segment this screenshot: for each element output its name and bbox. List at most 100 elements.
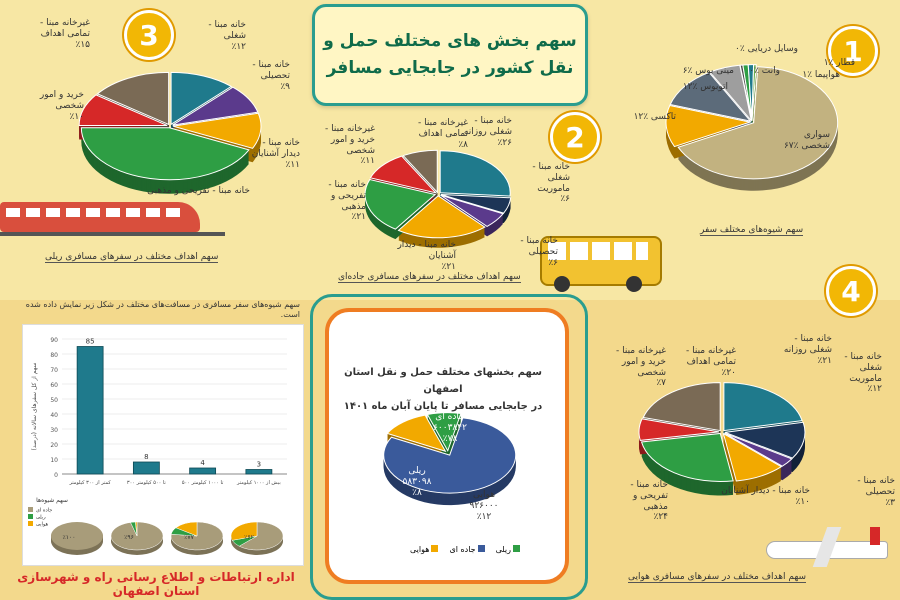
pie-label: خانه مبنا - تفریحی و مذهبی ٪۲۴ [630,480,668,523]
chart-4-caption: سهم اهداف مختلف در سفرهای مسافری هوایی [628,572,807,583]
chart-1-caption: سهم شیوه‌های مختلف سفر [700,225,804,236]
x-tick-label: ۵۰۰ تا ۱۰۰۰ کیلومتر [182,480,224,486]
pie-label: خانه مبنا - شغلی روزانه ٪۲۶ [463,116,512,148]
center-chart-title: سهم بخشهای مختلف حمل و نقل استان اصفهان … [343,367,543,412]
pie-slice [669,71,752,122]
pie-slice [642,382,721,432]
pie-label: خانه مبنا - شغلی ٪۱۲ [208,20,246,52]
pie-label: خرید و امور شخصی ٪۱۰ [39,90,84,122]
small-pie-label: ٪۱۰۰ [63,534,76,541]
y-tick-label: 90 [50,337,58,344]
pie-slice [96,71,170,126]
pie-label: خانه مبنا - دیدار آشنایان ٪۲۱ [397,240,456,272]
pie-slice [751,64,757,121]
small-pies-legend-title: سهم شیوه‌ها [36,497,68,504]
pie-label: قطار ٪۱ [823,58,855,68]
small-pie-label: ٪۷۷ [184,534,194,541]
pie-label: خانه مبنا - شغلی ماموریت ٪۶ [532,162,570,205]
small-pies-legend-item: جاده ای [36,508,52,514]
pie-label: غیرخانه مبنا - تمامی اهداف ٪۱۵ [40,18,90,50]
bar-value-label: 3 [257,461,261,469]
train-illustration [0,198,225,240]
pie-label: غیرخانه مبنا - خرید و امور شخصی ٪۷ [616,346,666,389]
section-number-2: 2 [550,112,600,162]
y-tick-label: 50 [50,397,58,404]
section-number-1: 1 [828,26,878,76]
pie-label: خانه مبنا - تحصیلی ٪۹ [252,60,290,92]
pie-label: جاده ای ۶۰۰۳۸۴۲ ٪۷۸ [433,412,467,444]
pie-label: خانه مبنا - شغلی روزانه ٪۲۱ [783,334,832,366]
pie-label: مینی بوس ٪۶ [682,66,734,76]
pie-label: هواپیما ٪۱ [802,70,840,80]
pie-label: خانه مبنا - شغلی ماموریت ٪۱۲ [844,352,882,395]
small-pie-slice [238,521,284,551]
pie-label: تاکسی ٪۱۲ [633,112,676,122]
pie-slice [640,432,734,482]
pie-label: خانه مبنا - دیدار آشنایان ٪۱۰ [721,486,810,507]
section-number-3: 3 [124,10,174,60]
pie-label: خانه مبنا - تحصیلی ٪۳ [857,476,895,508]
small-pie-slice [170,521,224,551]
pie-label: وسایل دریایی ٪۰ [735,44,798,54]
pie-slice [369,155,438,194]
legend-item: ریلی [496,545,520,554]
airplane-illustration [760,525,890,570]
pie-slice [386,414,447,453]
pie-label: خانه مبنا - تفریحی و مذهبی ٪۲۱ [328,180,366,223]
pie-slice [677,66,839,180]
pie-slice [397,195,486,239]
chart-5-bar: 0 10 20 30 40 50 60 70 80 90 سهم از کل سفرهای سالا… [31,337,287,486]
pie-slice [638,418,720,441]
pie-label: وانت ٪۰ [749,66,780,76]
pie-label: هوایی ۹۲۶۰۰۰ ٪۱۲ [469,490,499,522]
chart-4-pie [638,382,806,496]
chart-5-caption: سهم شیوه‌های سفر مسافری در مسافت‌های مخت… [25,300,300,319]
bar [245,469,273,475]
bar-value-label: 85 [86,338,95,346]
chart-2-pie [364,149,512,248]
y-tick-label: 20 [50,442,58,449]
chart-3-caption: سهم اهداف مختلف در سفرهای مسافری ریلی [45,252,219,263]
small-pie-slice [175,521,198,537]
chart-1-pie [665,64,839,191]
pie-label: خانه مبنا - دیدار آشنایان ٪۱۱ [251,138,300,170]
center-pie [383,412,517,506]
pie-label: سواری شخصی ٪۶۷ [783,130,830,151]
chart-2-caption: سهم اهداف مختلف در سفرهای مسافری جاده‌ای [338,272,521,283]
bar [76,346,104,475]
small-pie-slice [135,521,138,537]
pie-slice [170,71,233,126]
bar [189,467,217,475]
pie-slice [440,193,512,214]
pie-label: اتوبوس ٪۱۲ [682,82,728,92]
pie-label: خانه مبنا - تفریحی و مذهبی [147,186,250,196]
bus-illustration [540,236,662,294]
pie-slice [723,382,803,432]
pie-label: خانه مبنا - تحصیلی ٪۶ [520,236,558,268]
center-legend: ریلی جاده ای هوایی [410,545,520,554]
small-pie-label: ٪۶۲ [244,534,254,541]
pie-slice [722,432,783,482]
pie-slice [172,112,262,149]
y-tick-label: 0 [54,472,58,479]
legend-item: جاده ای [449,545,485,554]
pie-label: غیرخانه مبنا - خرید و امور شخصی ٪۱۱ [325,124,375,167]
bar [132,461,160,475]
pie-slice [440,194,504,227]
y-tick-label: 60 [50,382,58,389]
small-pies-legend-item: ریلی [36,515,46,521]
pie-slice [426,412,462,452]
pie-slice [172,86,259,126]
chart-3-pie [78,71,262,194]
small-pie-slice [51,522,103,550]
pie-slice [724,421,806,459]
small-pie-slice [230,521,258,541]
pie-slice [80,127,250,181]
pie-slice [364,178,437,230]
pie-slice [383,417,517,494]
center-panel-outer [310,294,588,600]
x-tick-label: بیش از ۱۰۰۰ کیلومتر [236,480,281,486]
pie-label: غیرخانه مبنا - تمامی اهداف ٪۲۰ [686,346,736,378]
legend-item: هوایی [410,545,439,554]
y-tick-label: 70 [50,367,58,374]
